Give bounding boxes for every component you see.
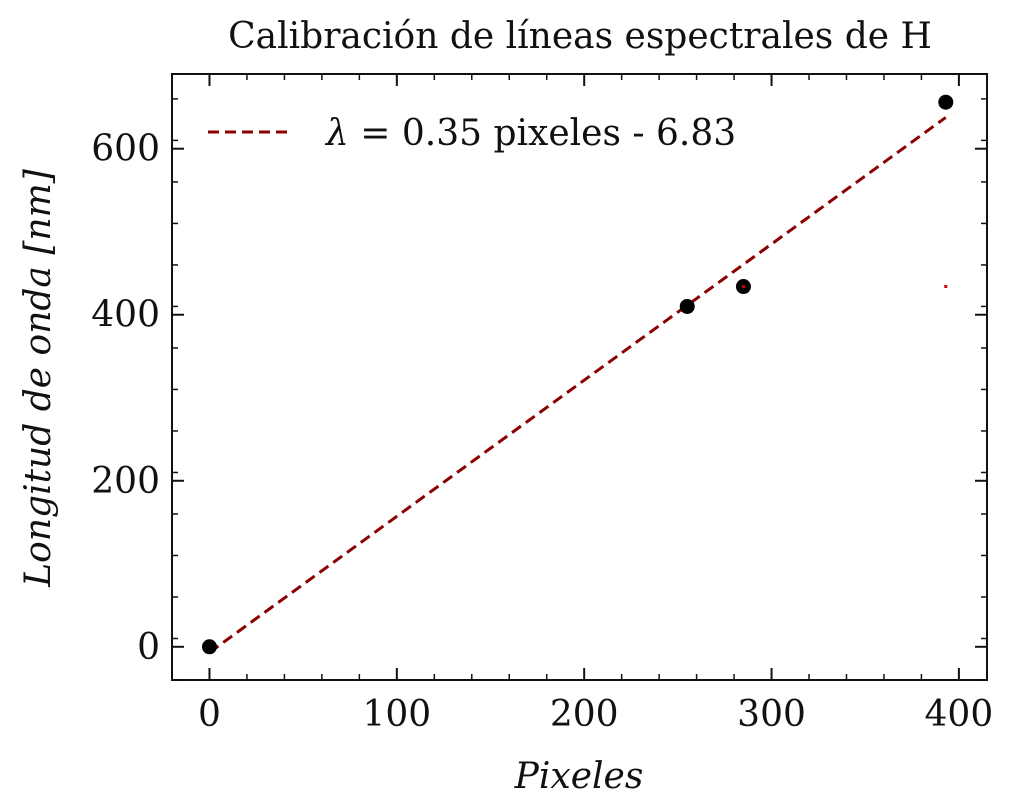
chart-title: Calibración de líneas espectrales de H bbox=[228, 16, 932, 57]
y-tick-label: 0 bbox=[137, 627, 160, 668]
fit-line bbox=[208, 116, 947, 654]
x-axis-label: Pixeles bbox=[514, 756, 644, 797]
x-tick-label: 100 bbox=[362, 694, 431, 735]
x-tick-label: 0 bbox=[198, 694, 221, 735]
plot-frame bbox=[171, 73, 988, 681]
legend-fit-label: λ = 0.35 pixeles - 6.83 bbox=[324, 113, 736, 154]
y-tick-label: 400 bbox=[91, 295, 160, 336]
legend-fit-text: = 0.35 pixeles - 6.83 bbox=[349, 113, 736, 154]
data-point bbox=[938, 94, 954, 110]
plot-area: 0 100 200 300 400 0 200 400 600 bbox=[91, 73, 994, 735]
legend-fit-symbol: λ bbox=[324, 113, 349, 154]
y-tick-label: 600 bbox=[91, 129, 160, 170]
y-tick-label: 200 bbox=[91, 461, 160, 502]
x-tick-label: 200 bbox=[550, 694, 619, 735]
x-tick-label: 400 bbox=[925, 694, 994, 735]
residual-marker bbox=[741, 285, 745, 289]
y-axis-label: Longitud de onda [nm] bbox=[18, 168, 59, 587]
x-tick-label: 300 bbox=[737, 694, 806, 735]
data-point bbox=[201, 639, 217, 655]
residual-marker bbox=[944, 285, 948, 289]
legend: λ = 0.35 pixeles - 6.83 bbox=[208, 113, 736, 154]
data-point bbox=[679, 298, 695, 314]
